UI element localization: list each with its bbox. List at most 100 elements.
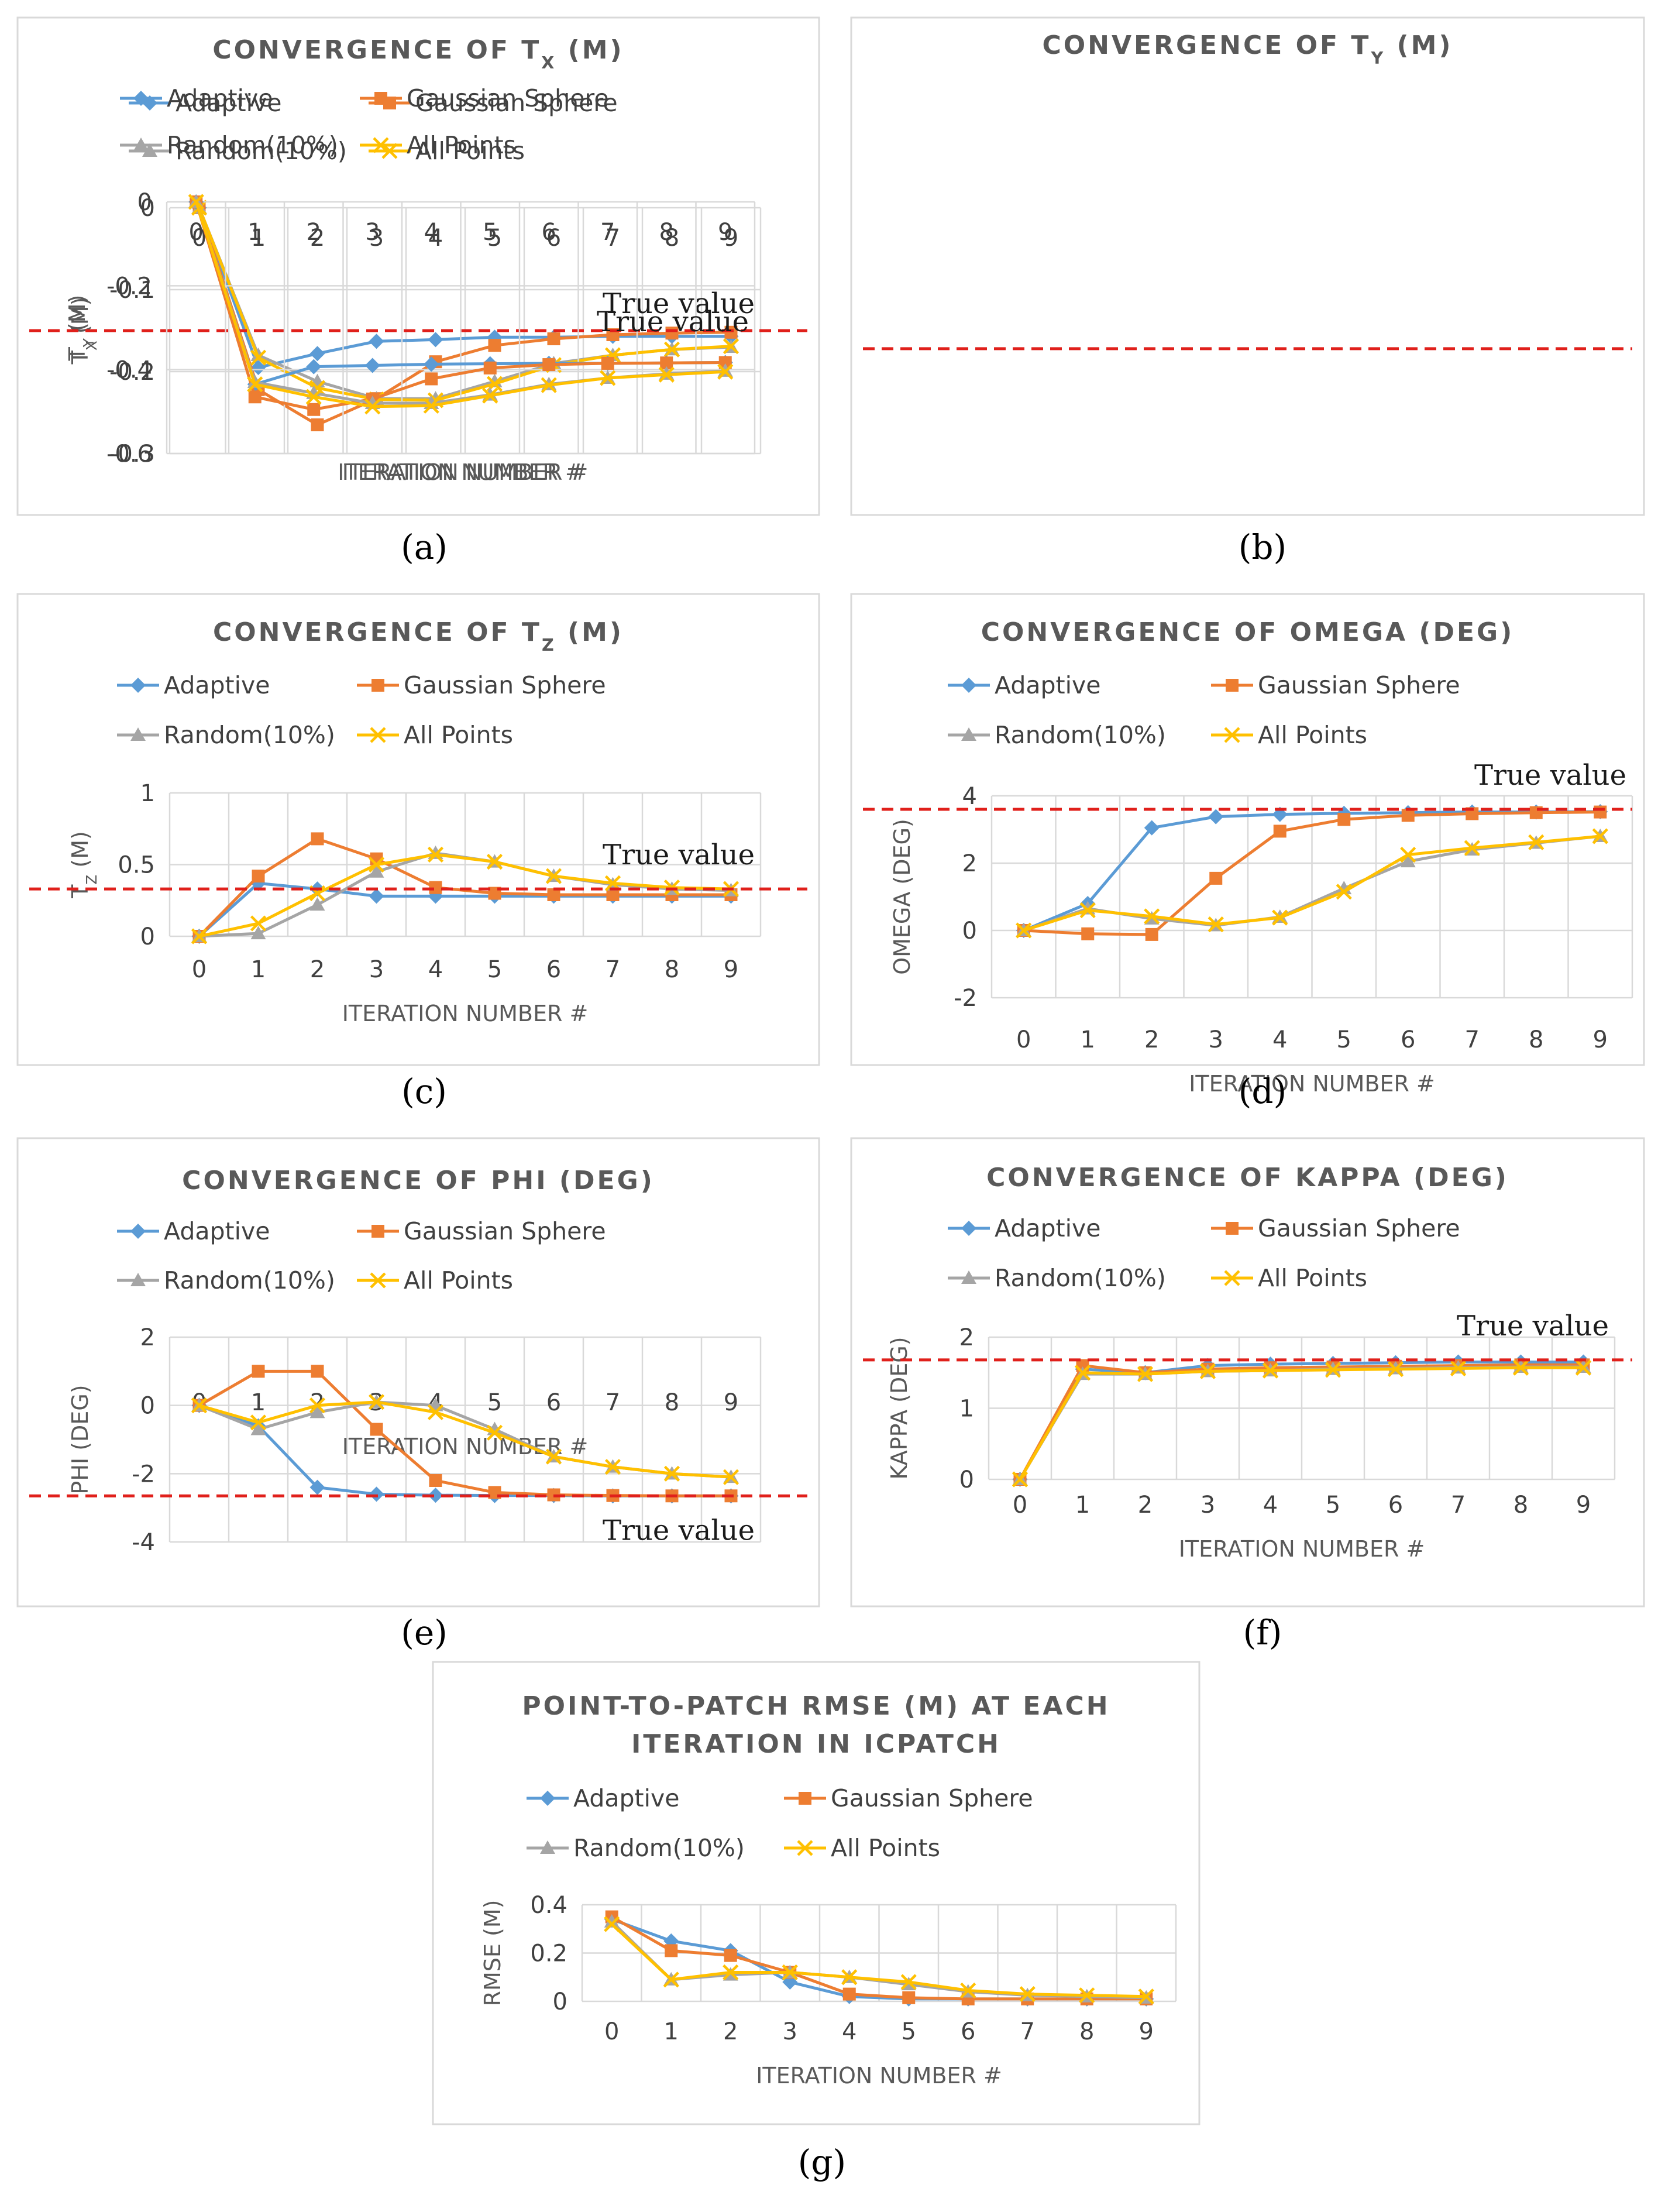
y-tick-label: 0 <box>553 1988 567 2015</box>
data-point-b <box>1079 1987 1095 2004</box>
x-tick-label: 1 <box>1081 1026 1095 1053</box>
data-point <box>311 832 324 846</box>
data-point-b <box>1387 1361 1404 1378</box>
data-point-b <box>600 370 616 386</box>
data-point <box>1074 1365 1091 1381</box>
panel-caption: (e) <box>401 1613 448 1653</box>
data-point <box>369 1486 384 1502</box>
x-tick-label: 3 <box>1209 1026 1223 1053</box>
panel-caption: (g) <box>798 2142 846 2182</box>
data-point <box>309 1397 326 1414</box>
data-point <box>542 358 556 372</box>
data-point <box>250 926 266 940</box>
data-point <box>1145 928 1158 941</box>
data-point-b <box>1262 1362 1279 1379</box>
data-point <box>663 1465 680 1482</box>
data-point-b <box>368 856 385 873</box>
data-point <box>364 399 381 415</box>
series-line <box>1023 810 1601 936</box>
data-point-b <box>723 1964 739 1981</box>
legend-entry: All Points <box>784 1834 940 1862</box>
data-point <box>368 1394 385 1410</box>
legend-label: Random(10%) <box>164 1266 335 1294</box>
data-point <box>309 1479 325 1495</box>
legend-marker <box>799 1792 811 1805</box>
x-tick-label: 6 <box>542 219 556 246</box>
data-point-b <box>427 846 444 863</box>
y-axis-label: PHI (DEG) <box>67 1385 93 1494</box>
data-point <box>1387 1361 1404 1378</box>
x-tick-label: 3 <box>365 219 380 246</box>
data-point <box>1512 1359 1529 1376</box>
data-point <box>1208 916 1224 933</box>
panel-caption: (d) <box>1239 1071 1287 1111</box>
legend-label: All Points <box>404 1266 513 1294</box>
data-point <box>1081 927 1095 940</box>
x-axis-label: ITERATION NUMBER # <box>1179 1536 1425 1562</box>
panel-caption: (a) <box>401 527 448 567</box>
data-point <box>1262 1362 1279 1379</box>
legend-entry: Gaussian Sphere <box>357 671 606 699</box>
data-point <box>486 854 503 870</box>
y-tick-label: 2 <box>962 850 977 877</box>
data-point <box>1401 809 1415 822</box>
x-tick-label: 6 <box>1388 1492 1403 1519</box>
legend-marker <box>371 1225 384 1238</box>
data-point <box>1528 834 1545 850</box>
x-tick-label: 0 <box>1013 1492 1027 1519</box>
series-all-points <box>191 1394 739 1485</box>
chart-e: CONVERGENCE OF PHI (DEG) Adaptive Gaussian… <box>16 1137 820 1608</box>
legend-marker <box>130 1224 146 1239</box>
legend-marker-b <box>370 727 386 743</box>
data-point <box>252 1365 265 1378</box>
data-point-b <box>309 1397 326 1414</box>
x-tick-label: 1 <box>251 225 266 252</box>
series-line <box>198 853 731 938</box>
data-point-b <box>1272 909 1288 926</box>
data-point <box>1337 813 1351 826</box>
data-point-b <box>1575 1359 1592 1376</box>
data-point <box>1137 1366 1154 1382</box>
data-point <box>427 1404 444 1420</box>
data-point <box>717 363 734 380</box>
chart-title-line2: ITERATION IN ICPATCH <box>631 1729 1001 1759</box>
true-value-label: True value <box>1457 1310 1609 1342</box>
legend-marker <box>797 1840 813 1856</box>
data-point-b <box>1528 834 1545 850</box>
x-tick-label: 8 <box>659 219 674 246</box>
data-point <box>660 356 673 370</box>
data-point-b <box>545 1448 562 1465</box>
chart-g: POINT-TO-PATCH RMSE (M) AT EACH ITERATION… <box>432 1661 1200 2125</box>
x-tick-label: 2 <box>310 956 325 983</box>
legend-entry: Adaptive <box>120 84 273 112</box>
data-point <box>1016 922 1032 939</box>
x-tick-label: 5 <box>1326 1492 1340 1519</box>
data-point-b <box>368 1394 385 1410</box>
legend-entry: Random(10%) <box>120 131 338 159</box>
x-tick-label: 2 <box>1138 1492 1153 1519</box>
y-tick-label: 0 <box>962 918 977 944</box>
legend-marker <box>370 1272 386 1289</box>
data-point <box>1464 840 1480 856</box>
data-point <box>305 389 322 405</box>
true-value-label: True value <box>603 287 755 320</box>
legend-marker <box>373 137 389 153</box>
legend-label: Random(10%) <box>995 1264 1166 1292</box>
legend-entry: All Points <box>357 721 513 749</box>
x-tick-label: 7 <box>600 219 615 246</box>
x-tick-label: 6 <box>546 956 561 983</box>
data-point <box>547 332 560 345</box>
x-tick-label: 1 <box>1075 1492 1090 1519</box>
x-axis-label: ITERATION NUMBER # <box>342 459 589 485</box>
data-point <box>1325 1362 1341 1378</box>
x-axis-label: ITERATION NUMBER # <box>756 2063 1002 2089</box>
data-point <box>428 332 443 348</box>
data-point-b <box>1464 840 1480 856</box>
x-tick-label: 9 <box>724 956 738 983</box>
data-point <box>1138 1988 1154 2005</box>
data-point <box>369 334 384 349</box>
data-point <box>663 341 680 358</box>
data-point <box>782 1964 798 1981</box>
data-point <box>488 339 501 352</box>
